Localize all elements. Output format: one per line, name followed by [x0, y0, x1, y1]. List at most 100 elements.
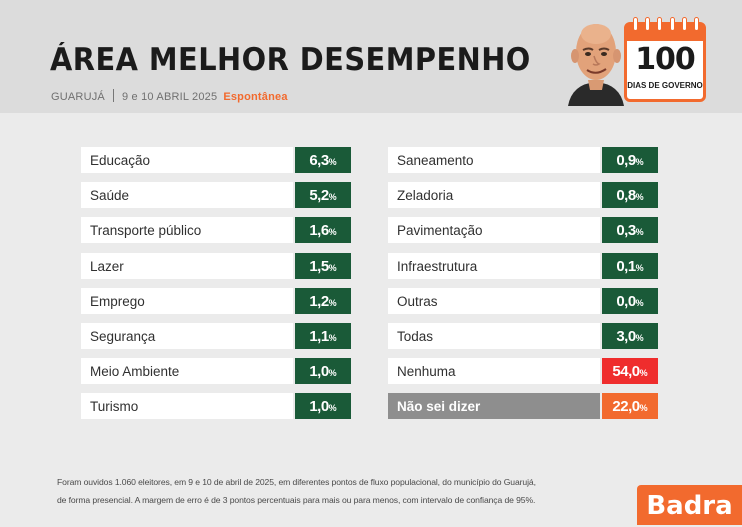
methodology-footnote: Foram ouvidos 1.060 eleitores, em 9 e 10…	[57, 473, 637, 509]
value-number: 1,1	[309, 328, 329, 345]
value-number: 0,8	[616, 187, 636, 204]
value-unit: %	[328, 192, 337, 202]
badge-label: DIAS DE GOVERNO	[627, 81, 703, 90]
table-row: Lazer 1,5%	[81, 253, 351, 279]
table-row: Não sei dizer 22,0%	[388, 393, 658, 419]
date-label: 9 e 10 ABRIL 2025	[121, 91, 218, 103]
footnote-line-2: de forma presencial. A margem de erro é …	[57, 495, 536, 505]
value-unit: %	[328, 333, 337, 343]
value-unit: %	[328, 368, 337, 378]
row-label: Transporte público	[81, 217, 293, 243]
table-row: Outras 0,0%	[388, 288, 658, 314]
table-row: Saneamento 0,9%	[388, 147, 658, 173]
table-row: Nenhuma 54,0%	[388, 358, 658, 384]
footnote-line-1: Foram ouvidos 1.060 eleitores, em 9 e 10…	[57, 477, 536, 487]
row-value: 0,8%	[602, 182, 658, 208]
value-unit: %	[328, 157, 337, 167]
row-label: Segurança	[81, 323, 293, 349]
row-label: Educação	[81, 147, 293, 173]
row-label: Turismo	[81, 393, 293, 419]
row-value: 1,5%	[295, 253, 351, 279]
value-number: 3,0	[616, 328, 636, 345]
table-row: Infraestrutura 0,1%	[388, 253, 658, 279]
row-label: Todas	[388, 323, 600, 349]
value-number: 6,3	[309, 152, 329, 169]
badge-number: 100	[635, 42, 696, 77]
table-row: Pavimentação 0,3%	[388, 217, 658, 243]
row-label: Infraestrutura	[388, 253, 600, 279]
table-row: Zeladoria 0,8%	[388, 182, 658, 208]
value-number: 0,0	[616, 293, 636, 310]
value-unit: %	[639, 403, 648, 413]
mascot-illustration	[568, 24, 624, 106]
value-unit: %	[635, 157, 644, 167]
row-value: 54,0%	[602, 358, 658, 384]
value-unit: %	[328, 227, 337, 237]
row-value: 1,0%	[295, 393, 351, 419]
row-value: 6,3%	[295, 147, 351, 173]
calendar-ring	[657, 17, 663, 31]
value-unit: %	[635, 298, 644, 308]
page-title: ÁREA MELHOR DESEMPENHO	[50, 42, 531, 78]
row-label: Lazer	[81, 253, 293, 279]
value-number: 1,0	[309, 363, 329, 380]
value-number: 54,0	[612, 363, 640, 380]
table-row: Turismo 1,0%	[81, 393, 351, 419]
value-number: 0,9	[616, 152, 636, 169]
value-unit: %	[635, 333, 644, 343]
row-label: Outras	[388, 288, 600, 314]
row-value: 1,2%	[295, 288, 351, 314]
calendar-ring	[645, 17, 651, 31]
row-label: Emprego	[81, 288, 293, 314]
value-unit: %	[328, 403, 337, 413]
table-row: Saúde 5,2%	[81, 182, 351, 208]
table-row: Meio Ambiente 1,0%	[81, 358, 351, 384]
value-number: 0,1	[616, 258, 636, 275]
row-value: 1,0%	[295, 358, 351, 384]
value-number: 5,2	[309, 187, 329, 204]
calendar-ring	[681, 17, 687, 31]
value-unit: %	[635, 227, 644, 237]
header-band: ÁREA MELHOR DESEMPENHO GUARUJÁ 9 e 10 ABR…	[0, 0, 742, 113]
row-value: 1,1%	[295, 323, 351, 349]
value-unit: %	[635, 263, 644, 273]
value-unit: %	[328, 263, 337, 273]
row-value: 0,0%	[602, 288, 658, 314]
row-label: Não sei dizer	[388, 393, 600, 419]
row-label: Saúde	[81, 182, 293, 208]
subtitle-divider	[112, 89, 114, 102]
row-label: Pavimentação	[388, 217, 600, 243]
row-label: Saneamento	[388, 147, 600, 173]
value-number: 1,2	[309, 293, 329, 310]
value-number: 0,3	[616, 222, 636, 239]
calendar-ring	[633, 17, 638, 31]
survey-type-label: Espontânea	[223, 91, 288, 103]
row-value: 5,2%	[295, 182, 351, 208]
table-row: Educação 6,3%	[81, 147, 351, 173]
city-label: GUARUJÁ	[51, 91, 105, 103]
row-value: 0,9%	[602, 147, 658, 173]
table-row: Segurança 1,1%	[81, 323, 351, 349]
table-row: Emprego 1,2%	[81, 288, 351, 314]
value-unit: %	[639, 368, 648, 378]
row-label: Zeladoria	[388, 182, 600, 208]
row-value: 22,0%	[602, 393, 658, 419]
row-value: 0,1%	[602, 253, 658, 279]
calendar-rings	[633, 17, 699, 33]
value-number: 1,5	[309, 258, 329, 275]
row-label: Nenhuma	[388, 358, 600, 384]
value-unit: %	[635, 192, 644, 202]
table-row: Transporte público 1,6%	[81, 217, 351, 243]
calendar-ring	[693, 17, 699, 31]
calendar-ring	[669, 17, 675, 31]
row-value: 0,3%	[602, 217, 658, 243]
value-number: 1,6	[309, 222, 329, 239]
subtitle: GUARUJÁ 9 e 10 ABRIL 2025 Espontânea	[51, 89, 288, 103]
value-number: 22,0	[612, 398, 640, 415]
badra-logo: Badra	[637, 485, 742, 525]
value-unit: %	[328, 298, 337, 308]
row-value: 1,6%	[295, 217, 351, 243]
value-number: 1,0	[309, 398, 329, 415]
days-of-government-badge: 100 DIAS DE GOVERNO	[624, 17, 706, 102]
row-label: Meio Ambiente	[81, 358, 293, 384]
